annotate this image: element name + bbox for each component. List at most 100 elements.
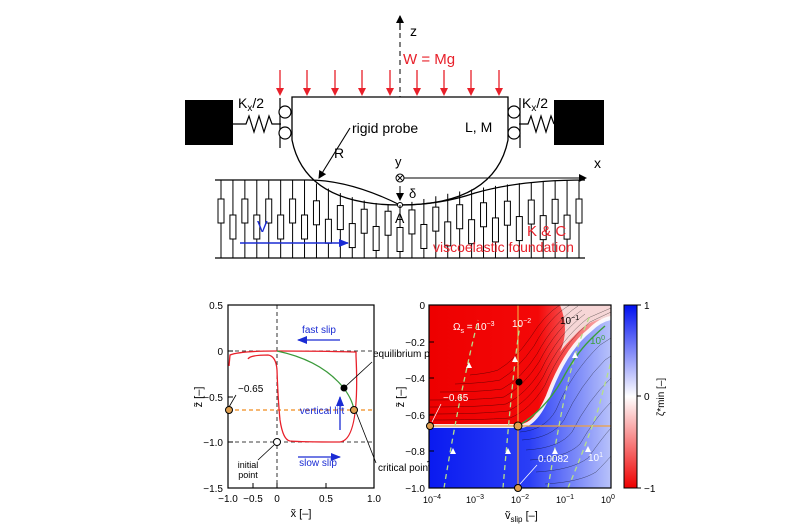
critical-point-label: critical point: [378, 463, 431, 474]
map-0082-marker: [514, 484, 522, 492]
right-spring: [519, 113, 555, 135]
foundation-element-dashpot: [348, 223, 356, 249]
svg-text:1: 1: [644, 301, 650, 312]
phase-xticks: −1.0 −0.5 0 0.5 1.0: [218, 494, 381, 505]
critical-point-marker-left: [350, 406, 358, 414]
foundation-element-dashpot: [336, 205, 344, 231]
foundation-element-dashpot: [229, 214, 237, 240]
map-contours: [429, 305, 611, 485]
foundation-element-dashpot: [444, 221, 452, 247]
foundation-element-dashpot: [217, 198, 225, 224]
svg-text:−1.0: −1.0: [218, 494, 238, 505]
colorbar: 1 0 −1 ζ*min [–]: [623, 301, 667, 495]
svg-text:1.0: 1.0: [367, 494, 381, 505]
svg-text:−0.5: −0.5: [243, 494, 263, 505]
svg-text:−0.2: −0.2: [405, 338, 425, 349]
foundation-element-dashpot: [491, 217, 499, 243]
foundation-element-dashpot: [324, 218, 332, 244]
left-spring: [233, 113, 281, 135]
foundation-element-dashpot: [503, 200, 511, 226]
right-roller-bottom: [507, 126, 521, 140]
left-spring-label: Kx/2: [238, 95, 264, 114]
top-diagram: z W = Mg Kx/2 Kx/2 r: [185, 15, 604, 259]
svg-text:0: 0: [644, 392, 650, 403]
colorbar-ticks: 1 0 −1: [644, 301, 656, 495]
velocity-label: V: [257, 219, 268, 236]
phase-065-marker: [225, 406, 233, 414]
kc-label: K & C: [527, 223, 566, 240]
svg-text:10−3: 10−3: [466, 494, 484, 505]
foundation-element-dashpot: [265, 198, 273, 224]
initial-point-label-1: initial: [238, 460, 259, 470]
phase-plot: 0.5 0 −0.5 −1.0 −1.5 −1.0 −0.5 0 0.5 1.0…: [193, 301, 381, 520]
map-065-marker: [426, 422, 434, 430]
vertical-lift-label: vertical lift: [300, 406, 345, 417]
omega-arrows: [450, 352, 591, 454]
foundation-element-dashpot: [432, 206, 440, 232]
right-roller-top: [507, 105, 521, 119]
svg-text:0: 0: [419, 301, 425, 312]
svg-text:−1.0: −1.0: [405, 484, 425, 495]
svg-text:10−4: 10−4: [423, 494, 441, 505]
indent-label: δ: [409, 186, 416, 201]
svg-text:0.5: 0.5: [209, 301, 223, 312]
map-xlabel: ṽslip [–]: [505, 510, 538, 524]
length-mass-label: L, M: [465, 119, 492, 135]
foundation-element-dashpot: [480, 202, 488, 228]
foundation-element-dashpot: [289, 198, 297, 224]
fast-slip-label: fast slip: [302, 325, 336, 336]
radius-label: R: [334, 145, 344, 161]
initial-point-marker: [273, 438, 281, 446]
foundation-element-dashpot: [563, 214, 571, 240]
foundation-element-dashpot: [468, 219, 476, 245]
equilibrium-point-marker-left: [340, 384, 348, 392]
map-065-label: −0.65: [443, 393, 469, 404]
foundation-element-dashpot: [360, 208, 368, 234]
svg-text:−0.8: −0.8: [405, 447, 425, 458]
foundation-element-dashpot: [551, 198, 559, 224]
svg-text:10−1: 10−1: [556, 494, 574, 505]
colorbar-gradient: [623, 304, 638, 489]
y-axis-label: y: [395, 154, 402, 169]
initial-point-label-2: point: [238, 470, 258, 480]
contour-1e0-label: 100: [590, 335, 605, 347]
right-wall: [554, 100, 604, 145]
foundation-element-dashpot: [527, 199, 535, 225]
foundation-element-dashpot: [241, 198, 249, 224]
contour-1e-1-label: 10−1: [560, 315, 579, 327]
z-axis-label: z: [410, 23, 417, 39]
foundation-label: viscoelastic foundation: [433, 239, 574, 255]
map-0082-label: 0.0082: [538, 454, 569, 465]
contour-1e-2-label: 10−2: [512, 318, 531, 330]
svg-text:−0.5: −0.5: [203, 393, 223, 404]
svg-text:−0.4: −0.4: [405, 374, 425, 385]
map-xticks: 10−4 10−3 10−2 10−1 100: [423, 494, 615, 505]
slow-slip-label: slow slip: [299, 458, 337, 469]
foundation-element-dashpot: [456, 204, 464, 230]
load-arrows: [276, 70, 503, 96]
left-roller-top: [278, 105, 292, 119]
phase-065-label: −0.65: [238, 384, 264, 395]
svg-text:100: 100: [601, 494, 615, 505]
svg-text:−1: −1: [644, 484, 656, 495]
equilibrium-point-label: equilibrium point: [373, 349, 446, 360]
foundation-element-dashpot: [277, 214, 285, 240]
map-yticks: 0 −0.2 −0.4 −0.6 −0.8 −1.0: [405, 301, 425, 495]
load-label: W = Mg: [403, 51, 455, 68]
foundation-element-dashpot: [408, 209, 416, 235]
map-ylabel: z̃ [–]: [395, 387, 407, 408]
phase-trajectory: [228, 350, 358, 443]
svg-text:−1.0: −1.0: [203, 438, 223, 449]
equilibrium-point-marker-right: [515, 378, 523, 386]
foundation-element-dashpot: [515, 216, 523, 242]
svg-text:−1.5: −1.5: [203, 484, 223, 495]
foundation-surface: [215, 179, 586, 206]
phase-xlabel: x̃ [–]: [291, 508, 312, 520]
foundation-element-dashpot: [539, 215, 547, 241]
svg-text:−0.6: −0.6: [405, 411, 425, 422]
foundation-element-dashpot: [372, 225, 380, 251]
colorbar-label: ζ*min [–]: [656, 378, 667, 417]
svg-text:0.5: 0.5: [319, 494, 333, 505]
radius-arrow: [318, 127, 351, 179]
